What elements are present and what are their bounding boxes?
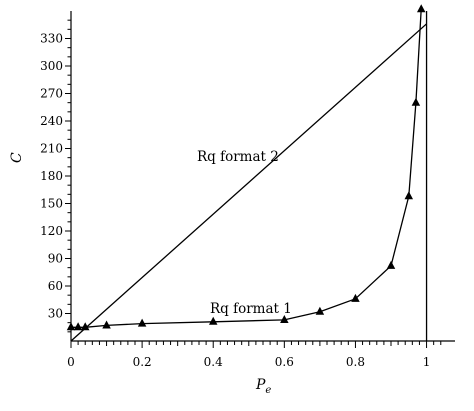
triangle-marker [137, 318, 147, 327]
x-tick-label: 0.2 [133, 355, 152, 369]
y-tick-label: 120 [40, 224, 63, 238]
triangle-marker [416, 4, 426, 13]
x-axis-label: Pe [255, 377, 271, 396]
x-tick-label: 0 [67, 355, 75, 369]
y-tick-label: 180 [40, 169, 63, 183]
triangle-marker [404, 191, 414, 200]
series-line-2 [70, 23, 428, 342]
triangle-marker [411, 97, 421, 106]
triangle-marker [102, 320, 111, 329]
y-axis-label: C [9, 152, 25, 163]
x-axis-ticks: 0 0.2 0.4 0.6 0.8 1 [67, 341, 442, 369]
y-tick-label: 90 [48, 252, 63, 266]
y-tick-label: 270 [40, 87, 63, 101]
y-axis-ticks: 30 60 90 120 150 180 210 240 270 300 330 [40, 19, 71, 333]
y-tick-label: 60 [48, 279, 63, 293]
series-line-1 [71, 9, 422, 328]
triangle-marker [73, 322, 83, 331]
x-tick-label: 0.8 [346, 355, 365, 369]
triangle-marker [208, 316, 218, 325]
triangle-marker [315, 306, 325, 315]
y-tick-label: 240 [40, 114, 63, 128]
triangle-marker [66, 322, 76, 331]
y-tick-label: 30 [48, 307, 63, 321]
triangle-marker [80, 322, 90, 331]
triangle-marker [351, 293, 360, 302]
x-tick-label: 0.4 [204, 355, 223, 369]
x-axis-label-main: P [255, 377, 266, 393]
x-tick-label: 0.6 [275, 355, 294, 369]
y-tick-label: 330 [40, 32, 63, 46]
triangle-marker [386, 260, 396, 269]
axes [70, 11, 455, 342]
y-tick-label: 300 [40, 59, 63, 73]
annotation-rq-format-2: Rq format 2 [197, 149, 279, 165]
series-group [66, 4, 428, 342]
y-tick-label: 150 [40, 197, 63, 211]
triangle-marker [280, 314, 289, 323]
annotation-rq-format-1: Rq format 1 [210, 301, 292, 317]
x-tick-label: 1 [423, 355, 431, 369]
x-axis-label-subscript: e [265, 385, 271, 396]
y-tick-label: 210 [40, 142, 63, 156]
